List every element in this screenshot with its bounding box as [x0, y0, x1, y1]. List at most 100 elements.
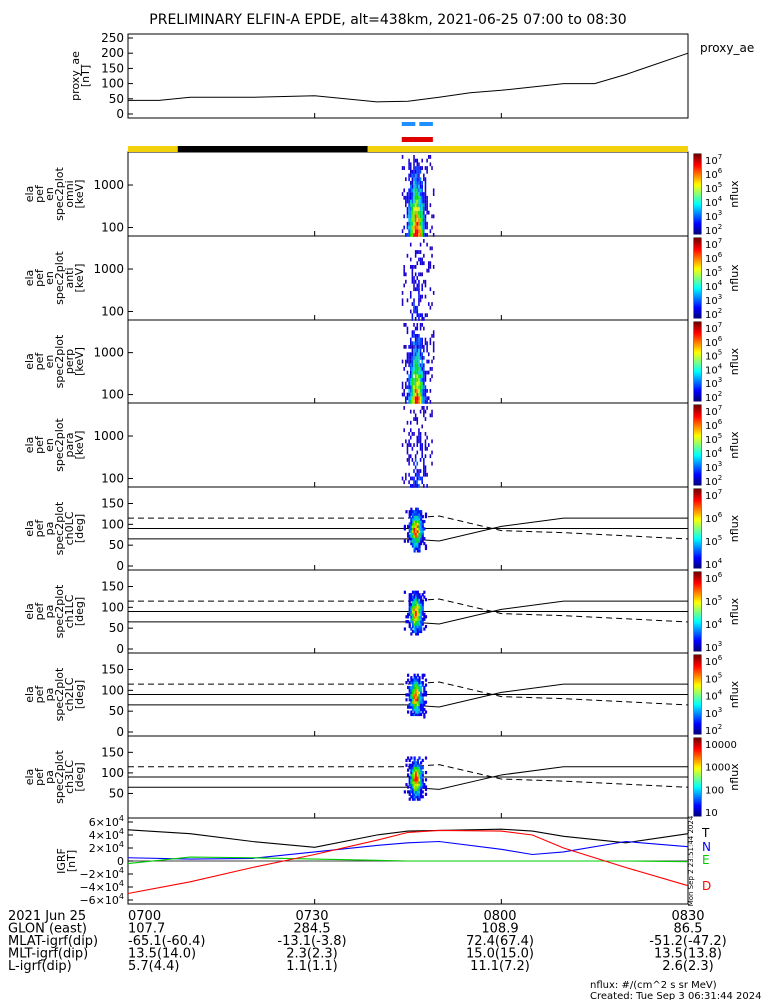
spectrogram-pixel: [429, 367, 432, 371]
pa-pixel: [410, 700, 413, 704]
spectrogram-pixel: [416, 367, 419, 371]
spectrogram-pixel: [414, 480, 417, 485]
spectrogram-pixel: [416, 374, 419, 379]
spectrogram-pixel: [419, 169, 422, 174]
spectrogram-pixel: [401, 302, 404, 306]
spectrogram-pixel: [409, 359, 412, 364]
pa-pixel: [423, 712, 426, 717]
pa-pixel: [413, 673, 416, 677]
pa-pixel: [415, 763, 418, 767]
spectrogram-pixel: [414, 356, 417, 360]
spectrogram-pixel: [408, 359, 410, 364]
pa-pixel: [416, 792, 419, 796]
pa-pixel: [418, 695, 421, 699]
pa-pixel: [423, 783, 426, 787]
pa-tick-label: 100: [101, 766, 124, 780]
pa-pixel: [415, 593, 418, 597]
colorbar-cell: [694, 254, 701, 257]
colorbar-cell: [694, 798, 701, 801]
pa-pixel: [415, 522, 418, 526]
colorbar-cell: [694, 268, 701, 271]
spectrogram-pixel: [411, 345, 414, 349]
spectrogram-pixel: [414, 363, 417, 368]
spectrogram-pixel: [421, 192, 423, 196]
colorbar-cell: [694, 274, 701, 277]
spectrogram-pixel: [413, 276, 415, 280]
spectrogram-pixel: [416, 162, 419, 167]
spectrogram-pixel: [421, 396, 423, 401]
pa-pixel: [410, 524, 413, 529]
spectrogram-pixel: [419, 381, 422, 386]
spectrogram-pixel: [411, 378, 414, 382]
pa-pixel: [424, 690, 428, 695]
igrf-ylabel-line: [nT]: [65, 850, 78, 872]
pa-pixel: [420, 707, 423, 712]
colorbar-cell: [694, 763, 701, 766]
spectrogram-pixel: [424, 181, 427, 185]
spectrogram-pixel: [403, 195, 405, 200]
spectrogram-pixel: [408, 225, 410, 230]
pa-pixel: [411, 610, 415, 614]
pa-pixel: [413, 534, 416, 538]
spectrogram-pixel: [423, 385, 425, 390]
pa-pixel: [413, 624, 416, 629]
spectrogram-pixel: [424, 203, 427, 208]
spectrogram-ylabel-line: pef: [33, 184, 46, 203]
pa-pixel: [407, 524, 410, 529]
spectrogram-pixel: [423, 363, 425, 368]
spectrogram-pixel: [413, 476, 415, 481]
colorbar-cell: [694, 347, 701, 351]
spectrogram-pixel: [414, 199, 417, 204]
spectrogram-pixel: [423, 218, 425, 222]
spectrogram-pixel: [403, 323, 405, 327]
spectrogram-pixel: [418, 359, 420, 364]
pa-pixel: [418, 615, 421, 619]
pa-pixel: [411, 768, 415, 772]
pa-pixel: [421, 622, 424, 626]
colorbar-label: nflux: [728, 347, 741, 375]
pa-pixel: [413, 690, 416, 695]
colorbar-cell: [694, 585, 701, 589]
pa-pixel: [415, 590, 418, 594]
colorbar-cell: [694, 331, 701, 335]
pa-pixel: [421, 534, 424, 538]
colorbar-cell: [694, 246, 701, 249]
pa-pixel: [416, 688, 419, 692]
spectrogram-pixel: [409, 345, 412, 349]
colorbar-cell: [694, 676, 701, 680]
colorbar-cell: [694, 409, 701, 412]
shadow-bar: [177, 146, 368, 152]
spectrogram-pixel: [409, 184, 412, 189]
colorbar-cell: [694, 593, 701, 597]
pa-pixel: [411, 615, 415, 619]
spectrogram-pixel: [405, 472, 407, 477]
colorbar-cell: [694, 702, 701, 705]
spectrogram-pixel: [411, 207, 414, 211]
spectrogram-pixel: [429, 229, 432, 234]
colorbar-cell: [694, 298, 701, 301]
pa-ylabel-line: spec2plot: [53, 750, 66, 804]
pa-pixel: [423, 693, 426, 697]
spectrogram-pixel: [413, 210, 415, 215]
colorbar-tick-label: 107: [705, 153, 722, 167]
spectrogram-pixel: [406, 450, 409, 455]
spectrogram-pixel: [426, 389, 428, 393]
colorbar-cell: [694, 455, 701, 458]
spectrogram-pixel: [424, 472, 427, 477]
pa-tick-label: 150: [101, 663, 124, 677]
spectrogram-pixel: [419, 400, 422, 404]
spectrogram-pixel: [414, 188, 417, 193]
colorbar-cell: [694, 780, 701, 784]
ae-tick-label: 200: [101, 46, 124, 60]
spectrogram-pixel: [419, 356, 422, 360]
spectrogram-pixel: [423, 177, 425, 182]
colorbar-cell: [694, 190, 701, 193]
pa-pixel: [416, 693, 419, 697]
pa-pixel: [411, 605, 415, 609]
spectrogram-pixel: [418, 428, 420, 433]
colorbar-cell: [694, 176, 701, 179]
pa-pixel: [421, 529, 424, 533]
spectrogram-pixel: [418, 396, 420, 401]
spectrogram-pixel: [414, 173, 417, 178]
spectrogram-pixel: [413, 166, 415, 170]
